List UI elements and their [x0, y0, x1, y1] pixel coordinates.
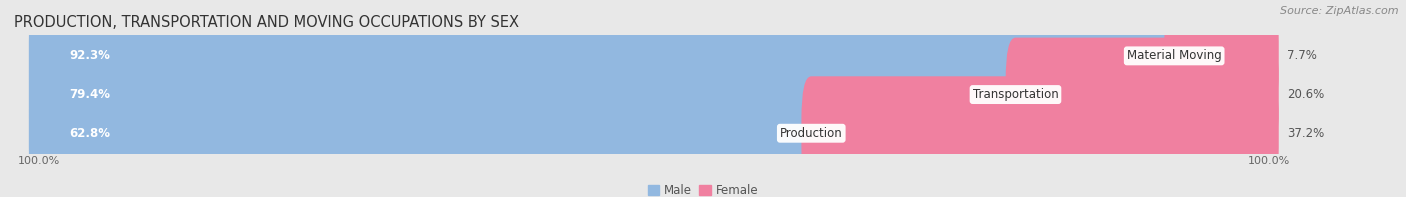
FancyBboxPatch shape: [1005, 38, 1279, 151]
FancyBboxPatch shape: [801, 76, 1279, 190]
Text: 20.6%: 20.6%: [1288, 88, 1324, 101]
FancyBboxPatch shape: [28, 38, 1025, 151]
Text: 92.3%: 92.3%: [69, 49, 110, 62]
Text: 62.8%: 62.8%: [69, 127, 111, 140]
Text: Production: Production: [780, 127, 842, 140]
FancyBboxPatch shape: [28, 76, 821, 190]
FancyBboxPatch shape: [28, 0, 1184, 113]
Text: 79.4%: 79.4%: [69, 88, 111, 101]
FancyBboxPatch shape: [38, 35, 1270, 77]
Text: Source: ZipAtlas.com: Source: ZipAtlas.com: [1281, 6, 1399, 16]
Text: 37.2%: 37.2%: [1288, 127, 1324, 140]
Text: Material Moving: Material Moving: [1126, 49, 1222, 62]
Text: 7.7%: 7.7%: [1288, 49, 1317, 62]
Legend: Male, Female: Male, Female: [648, 184, 758, 197]
FancyBboxPatch shape: [1164, 0, 1279, 113]
Text: PRODUCTION, TRANSPORTATION AND MOVING OCCUPATIONS BY SEX: PRODUCTION, TRANSPORTATION AND MOVING OC…: [14, 15, 519, 30]
FancyBboxPatch shape: [38, 74, 1270, 115]
FancyBboxPatch shape: [38, 112, 1270, 154]
Text: Transportation: Transportation: [973, 88, 1059, 101]
